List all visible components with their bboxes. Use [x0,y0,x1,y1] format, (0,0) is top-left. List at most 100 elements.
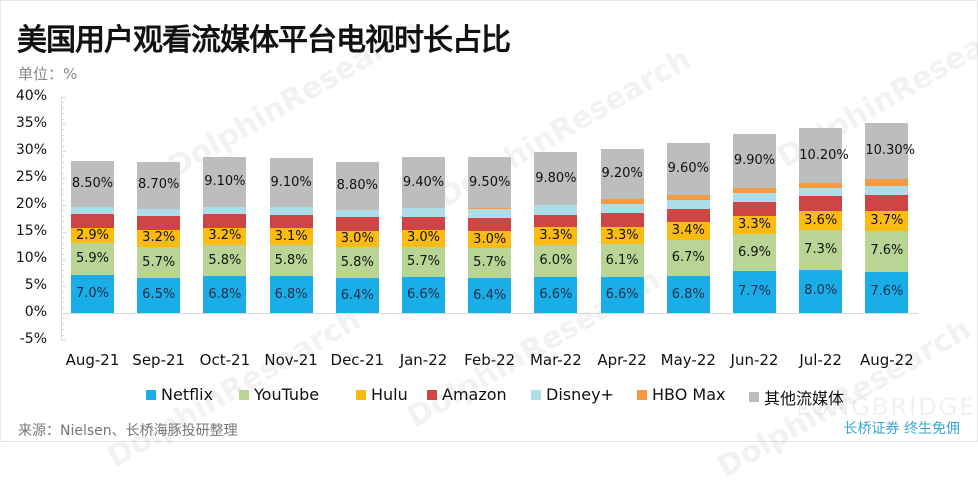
legend-item: Netflix [146,385,213,404]
bar-segment-amazon [402,216,445,231]
x-tick-label: Mar-22 [529,351,582,369]
y-tick-mark [61,140,64,142]
y-tick-mark [61,151,66,152]
bar-segment-amazon [534,214,578,228]
legend-swatch-icon [356,389,366,400]
x-axis-baseline [61,313,918,314]
x-tick-label: Jan-22 [399,351,448,369]
x-tick-label: Nov-21 [264,351,318,369]
y-tick-label: 20% [15,196,47,212]
bar-segment-youtube [865,230,909,272]
bar-segment-- [335,162,379,210]
unit-label: 单位：% [18,65,78,83]
legend-item: Hulu [356,385,408,404]
data-label: 6.6% [605,287,639,303]
bar-segment-disney- [203,206,247,215]
data-label: 5.7% [406,253,441,269]
bar-segment-hulu [799,210,843,231]
y-tick-mark [61,313,66,314]
bar-segment-hbo-max [468,208,512,210]
bar-segment-amazon [71,214,114,228]
legend-label: Netflix [161,385,214,404]
y-tick-mark [61,129,64,131]
y-tick-mark [61,167,64,169]
legend-item: YouTube [239,385,319,404]
legend-swatch-icon [239,389,249,400]
bar-segment-youtube [799,230,843,270]
y-tick-mark [61,302,64,304]
legend-swatch-icon [749,392,759,402]
y-tick-mark [61,291,64,293]
legend-label: HBO Max [652,385,726,404]
data-label: 5.7% [142,254,176,270]
bar-segment-hulu [335,230,379,248]
bar-segment-hulu [865,210,909,231]
bar-segment-youtube [203,244,247,277]
bar-segment-youtube [137,247,181,278]
bar-segment-- [468,156,512,209]
bar-segment-netflix [335,278,379,313]
y-tick-mark [61,145,64,147]
y-tick-label: -5% [19,331,47,347]
data-label: 6.8% [671,286,705,302]
bar-segment-- [203,157,247,207]
y-tick-mark [61,107,64,109]
y-tick-mark [61,329,64,331]
plot-area: 40% 35% 30% 25% 20% 15% 10% 5% 0% -5% 7.0% 5.9% 2.9… [1,1,978,443]
bar-segment-amazon [335,217,379,231]
data-label: 8.80% [336,178,378,194]
data-label: 6.1% [605,252,639,268]
y-tick-mark [61,264,64,266]
y-tick-mark [61,199,64,201]
legend-swatch-icon [146,389,156,400]
data-label: 9.20% [601,166,643,182]
x-tick-label: Dec-21 [330,351,385,369]
bar-segment-netflix [137,277,181,313]
bar-segment-disney- [71,206,114,215]
bar-segment-hulu [269,228,313,245]
data-label: 9.10% [204,174,246,190]
bar-segment-disney- [666,200,710,209]
y-tick-mark [61,178,66,179]
data-label: 3.3% [539,228,573,244]
bar-segment-amazon [600,212,644,227]
data-label: 10.20% [799,147,849,163]
y-tick-label: 35% [15,115,47,131]
bar-segment-netflix [468,278,512,313]
data-label: 10.30% [865,143,915,159]
chart-title: 美国用户观看流媒体平台电视时长占比 [17,23,511,58]
bar-segment-disney- [269,207,313,215]
data-label: 3.2% [208,228,242,244]
bar-segment-netflix [203,276,247,313]
data-label: 7.3% [804,242,838,258]
y-tick-label: 15% [15,223,47,239]
bar-segment-- [666,143,710,196]
bar-segment-- [600,149,644,200]
data-label: 3.7% [870,212,904,228]
y-tick-mark [61,188,64,190]
y-tick-mark [61,242,64,244]
data-label: 6.5% [142,287,176,303]
data-label: 6.7% [671,250,705,266]
bar-segment-hulu [402,230,445,247]
y-tick-mark [61,183,64,185]
data-label: 3.1% [274,228,308,244]
data-label: 6.6% [406,287,441,303]
legend-item: Amazon [427,385,507,404]
data-label: 8.50% [71,175,114,191]
y-tick-mark [61,334,64,336]
y-tick-mark [61,226,64,228]
bar-segment-netflix [666,276,710,313]
legend-item: 其他流媒体 [749,385,844,409]
legend-swatch-icon [427,389,437,400]
source-note: 来源：Nielsen、长桥海豚投研整理 [18,423,238,439]
x-tick-label: Feb-22 [464,351,516,369]
bar-segment-hulu [71,227,114,244]
y-tick-mark [61,340,66,341]
bar-segment-youtube [71,243,114,276]
data-label: 7.6% [870,243,904,259]
y-tick-mark [61,134,64,136]
y-tick-mark [61,172,64,174]
bar-segment-hbo-max [600,199,644,204]
